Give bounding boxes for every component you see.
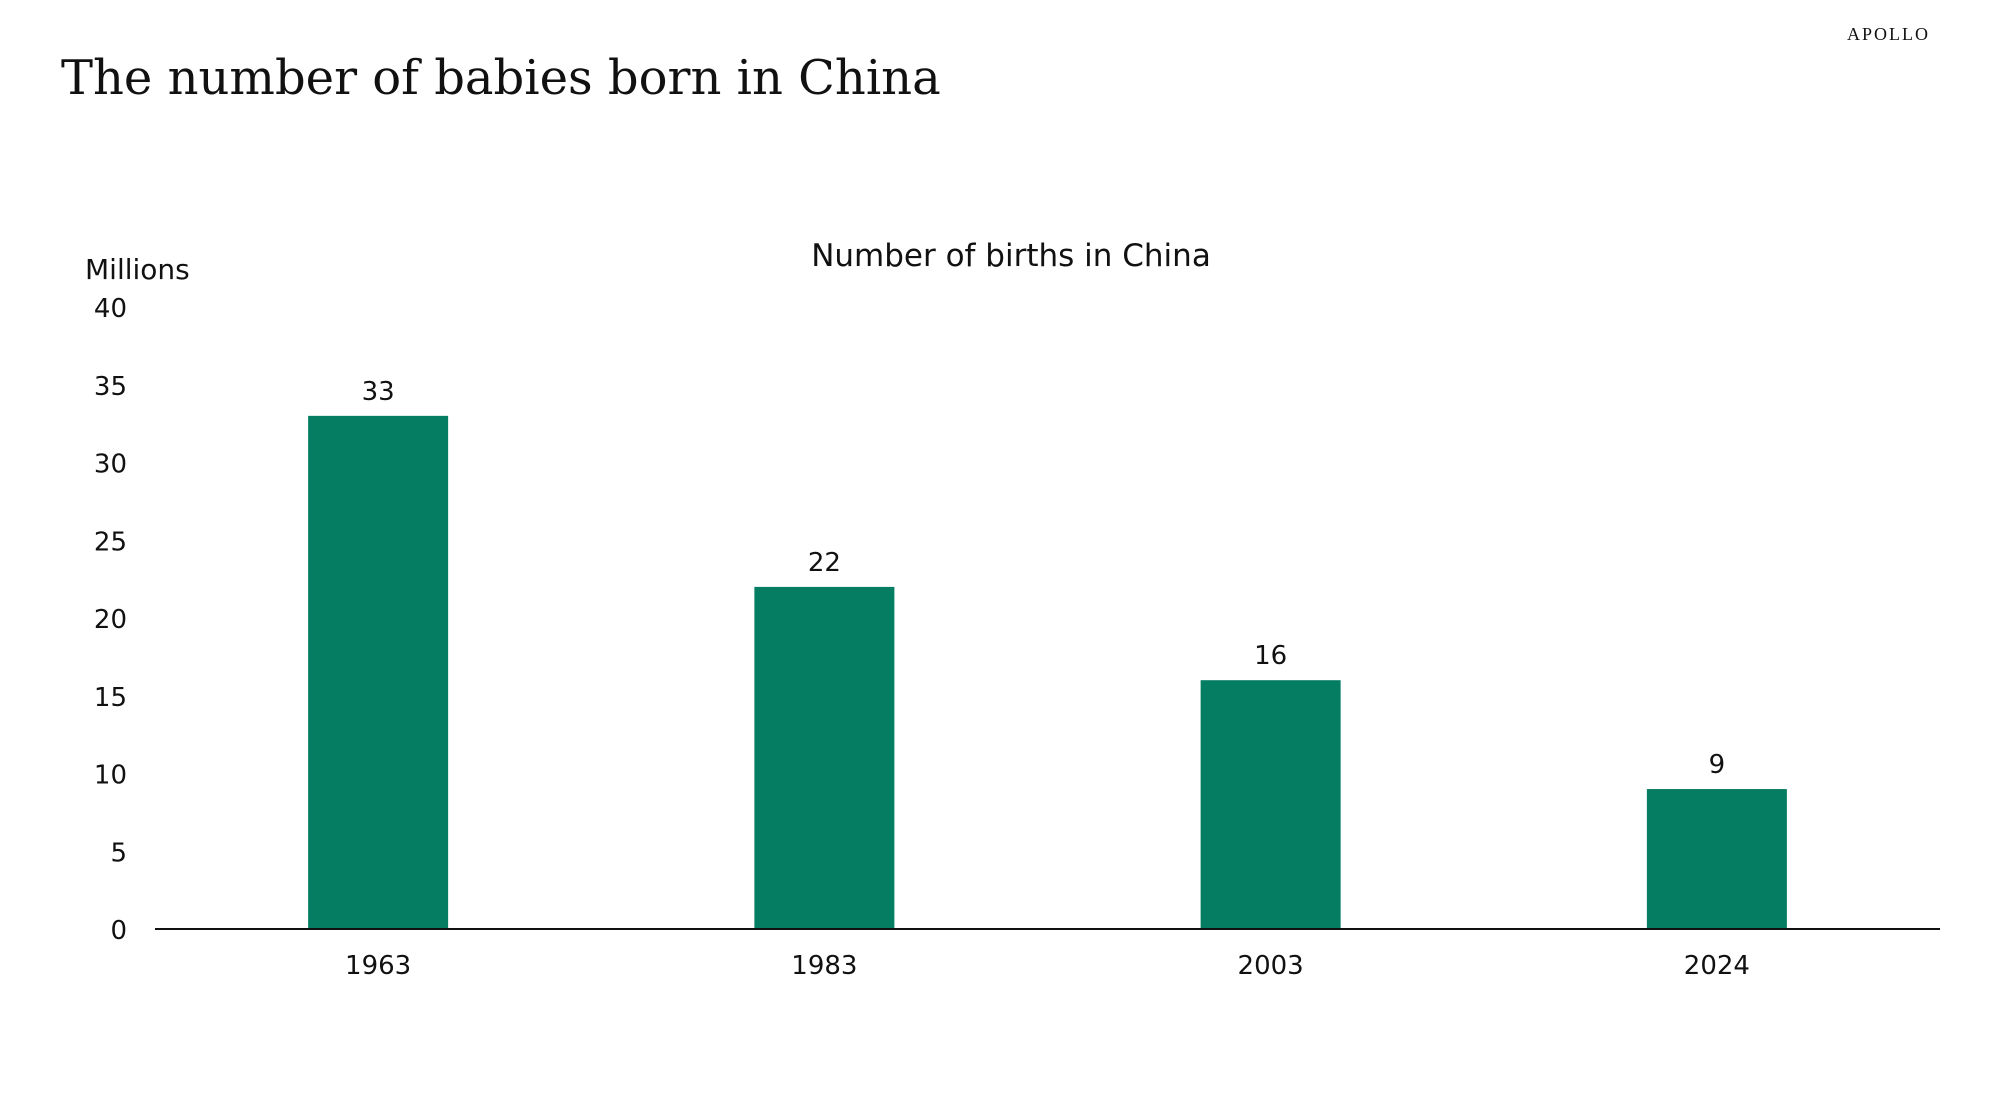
bar-2003 xyxy=(1200,680,1341,929)
y-tick-label: 15 xyxy=(94,683,127,713)
bar-1963 xyxy=(308,415,449,930)
x-tick-label: 2024 xyxy=(1684,951,1750,981)
chart-title: Number of births in China xyxy=(811,238,1211,274)
page-title: The number of babies born in China xyxy=(61,50,941,106)
y-tick-label: 20 xyxy=(94,605,127,635)
y-tick-label: 25 xyxy=(94,527,127,557)
brand-logo: APOLLO xyxy=(1847,24,1930,44)
x-tick-label: 1963 xyxy=(345,951,411,981)
y-tick-label: 40 xyxy=(94,294,127,324)
y-axis-ticks: 0 5 10 15 20 25 30 35 40 xyxy=(94,294,127,946)
bar-1983 xyxy=(754,586,895,929)
data-label: 33 xyxy=(362,377,395,407)
y-axis-label: Millions xyxy=(85,253,190,286)
y-tick-label: 30 xyxy=(94,450,127,480)
bars xyxy=(308,415,1787,930)
x-tick-label: 1983 xyxy=(791,951,857,981)
y-tick-label: 0 xyxy=(110,916,127,946)
y-tick-label: 5 xyxy=(110,838,127,868)
y-tick-label: 35 xyxy=(94,372,127,402)
x-axis-ticks: 1963 1983 2003 2024 xyxy=(345,951,1750,981)
data-label: 16 xyxy=(1254,641,1287,671)
bar-2024 xyxy=(1646,789,1787,929)
data-labels: 33 22 16 9 xyxy=(362,377,1726,780)
x-tick-label: 2003 xyxy=(1238,951,1304,981)
y-tick-label: 10 xyxy=(94,761,127,791)
data-label: 22 xyxy=(808,548,841,578)
data-label: 9 xyxy=(1709,750,1726,780)
